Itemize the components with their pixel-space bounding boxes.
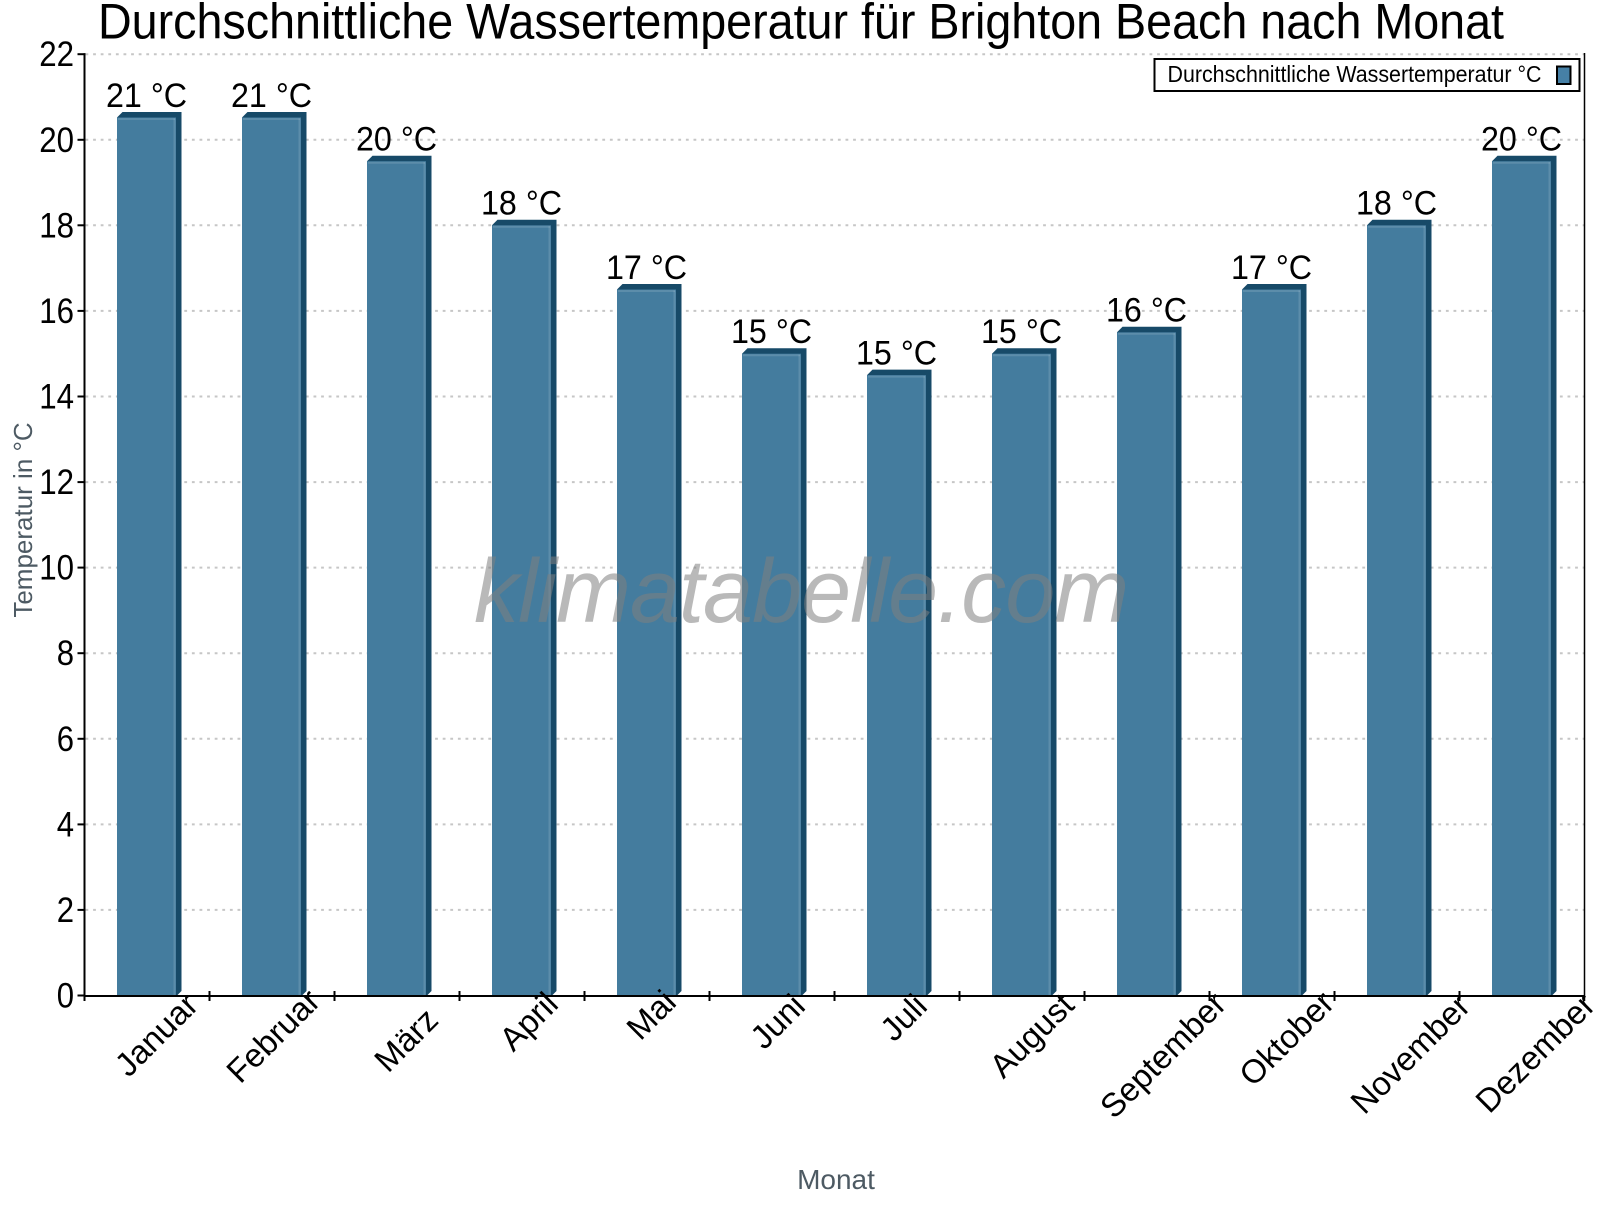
svg-text:16: 16 [39,291,74,331]
svg-text:4: 4 [57,804,74,844]
svg-text:20 °C: 20 °C [356,121,437,159]
svg-text:18: 18 [39,205,74,245]
svg-text:15 °C: 15 °C [856,334,937,372]
svg-text:klimatabelle.com: klimatabelle.com [474,542,1128,642]
svg-text:10: 10 [39,548,74,588]
svg-text:18 °C: 18 °C [1356,185,1437,223]
svg-text:16 °C: 16 °C [1106,292,1187,330]
svg-text:15 °C: 15 °C [731,313,812,351]
svg-text:Durchschnittliche Wassertemper: Durchschnittliche Wassertemperatur für B… [98,0,1504,50]
svg-text:Monat: Monat [797,1164,875,1195]
svg-text:21 °C: 21 °C [231,77,312,115]
svg-text:18 °C: 18 °C [481,185,562,223]
svg-text:22: 22 [39,34,74,74]
svg-text:Temperatur in °C: Temperatur in °C [8,422,38,617]
svg-text:8: 8 [57,633,74,673]
svg-text:2: 2 [57,890,74,930]
svg-text:6: 6 [57,719,74,759]
svg-text:20 °C: 20 °C [1481,121,1562,159]
svg-text:21 °C: 21 °C [106,77,187,115]
svg-text:14: 14 [39,377,74,417]
svg-text:20: 20 [39,120,74,160]
svg-text:17 °C: 17 °C [606,249,687,287]
svg-text:17 °C: 17 °C [1231,249,1312,287]
svg-text:12: 12 [39,462,74,502]
svg-text:Durchschnittliche Wassertemper: Durchschnittliche Wassertemperatur °C [1168,61,1542,87]
svg-text:15 °C: 15 °C [981,313,1062,351]
svg-text:0: 0 [57,976,74,1016]
